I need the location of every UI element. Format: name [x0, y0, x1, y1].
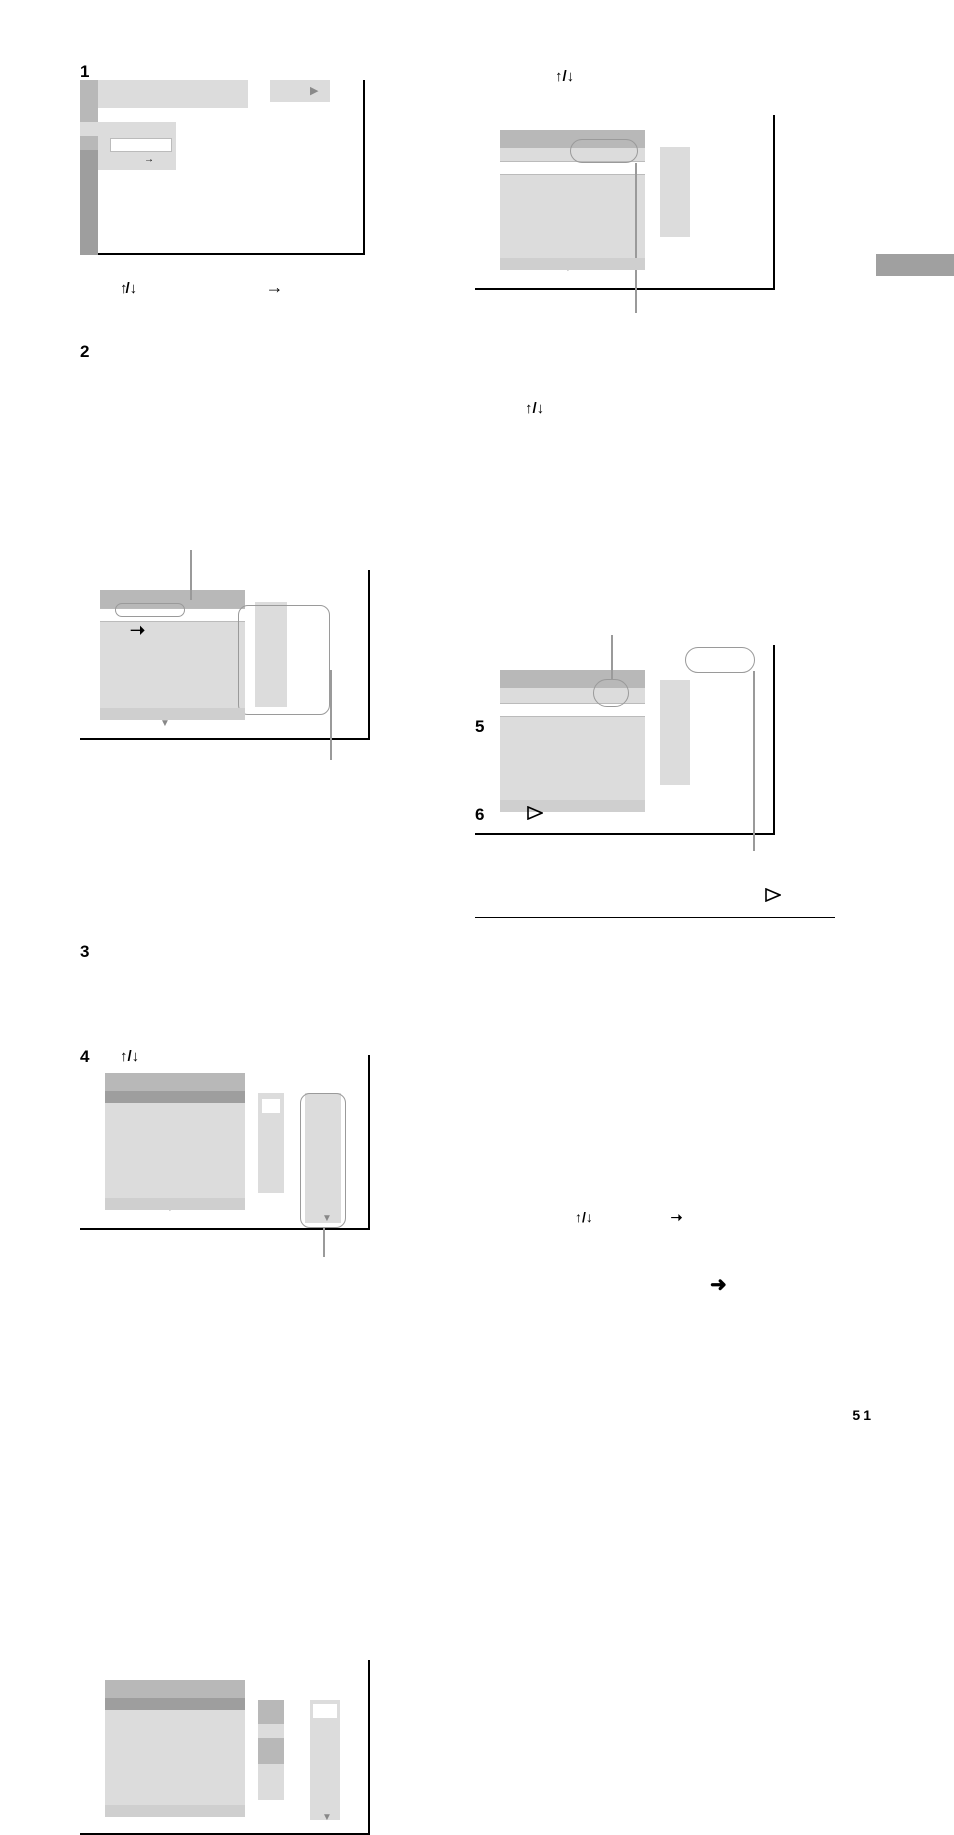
- step2-sub-cd: ➝: [130, 618, 145, 643]
- separator: [475, 917, 835, 918]
- r-arrows-2: ↑/↓: [525, 398, 544, 419]
- fig-step4: ▼ ▼: [80, 1660, 370, 1835]
- step-3-num: 3: [80, 942, 89, 961]
- fig-control-menu: ▶ →: [80, 80, 365, 255]
- step-1-num: 1: [80, 62, 89, 81]
- play-glyph: ▶: [310, 84, 318, 97]
- step-2-num: 2: [80, 342, 89, 361]
- fig-right-2: ▼: [475, 645, 775, 835]
- tiny-arrow: →: [144, 154, 154, 165]
- right-pretext-arrows: ↑/↓: [555, 66, 574, 87]
- side-tab: [876, 254, 954, 276]
- fig-dvd-program: ▼: [80, 570, 370, 740]
- step1-arrows-caption: ↑/↓ →: [120, 275, 380, 300]
- step-4-num: 4: [80, 1047, 89, 1066]
- step-5-num: 5: [475, 717, 484, 736]
- step-4: 4: [80, 1045, 89, 1069]
- step4-arrows: ↑/↓: [120, 1046, 139, 1067]
- step-3: 3: [80, 940, 89, 964]
- step-6-num: 6: [475, 805, 484, 824]
- right-arrows-3: ↑/↓ ➝: [575, 1208, 682, 1228]
- continued-arrow: ➜: [710, 1272, 727, 1297]
- step-5: 5: [475, 715, 484, 739]
- play-triangle-1: [527, 806, 543, 821]
- play-triangle-2: [765, 888, 781, 903]
- step-6: 6: [475, 803, 484, 827]
- step-2: 2: [80, 340, 89, 364]
- page-number: 51: [852, 1407, 874, 1423]
- fig-cd-program: ▼ ▼: [80, 1055, 370, 1230]
- fig-right-1: ▼: [475, 115, 775, 290]
